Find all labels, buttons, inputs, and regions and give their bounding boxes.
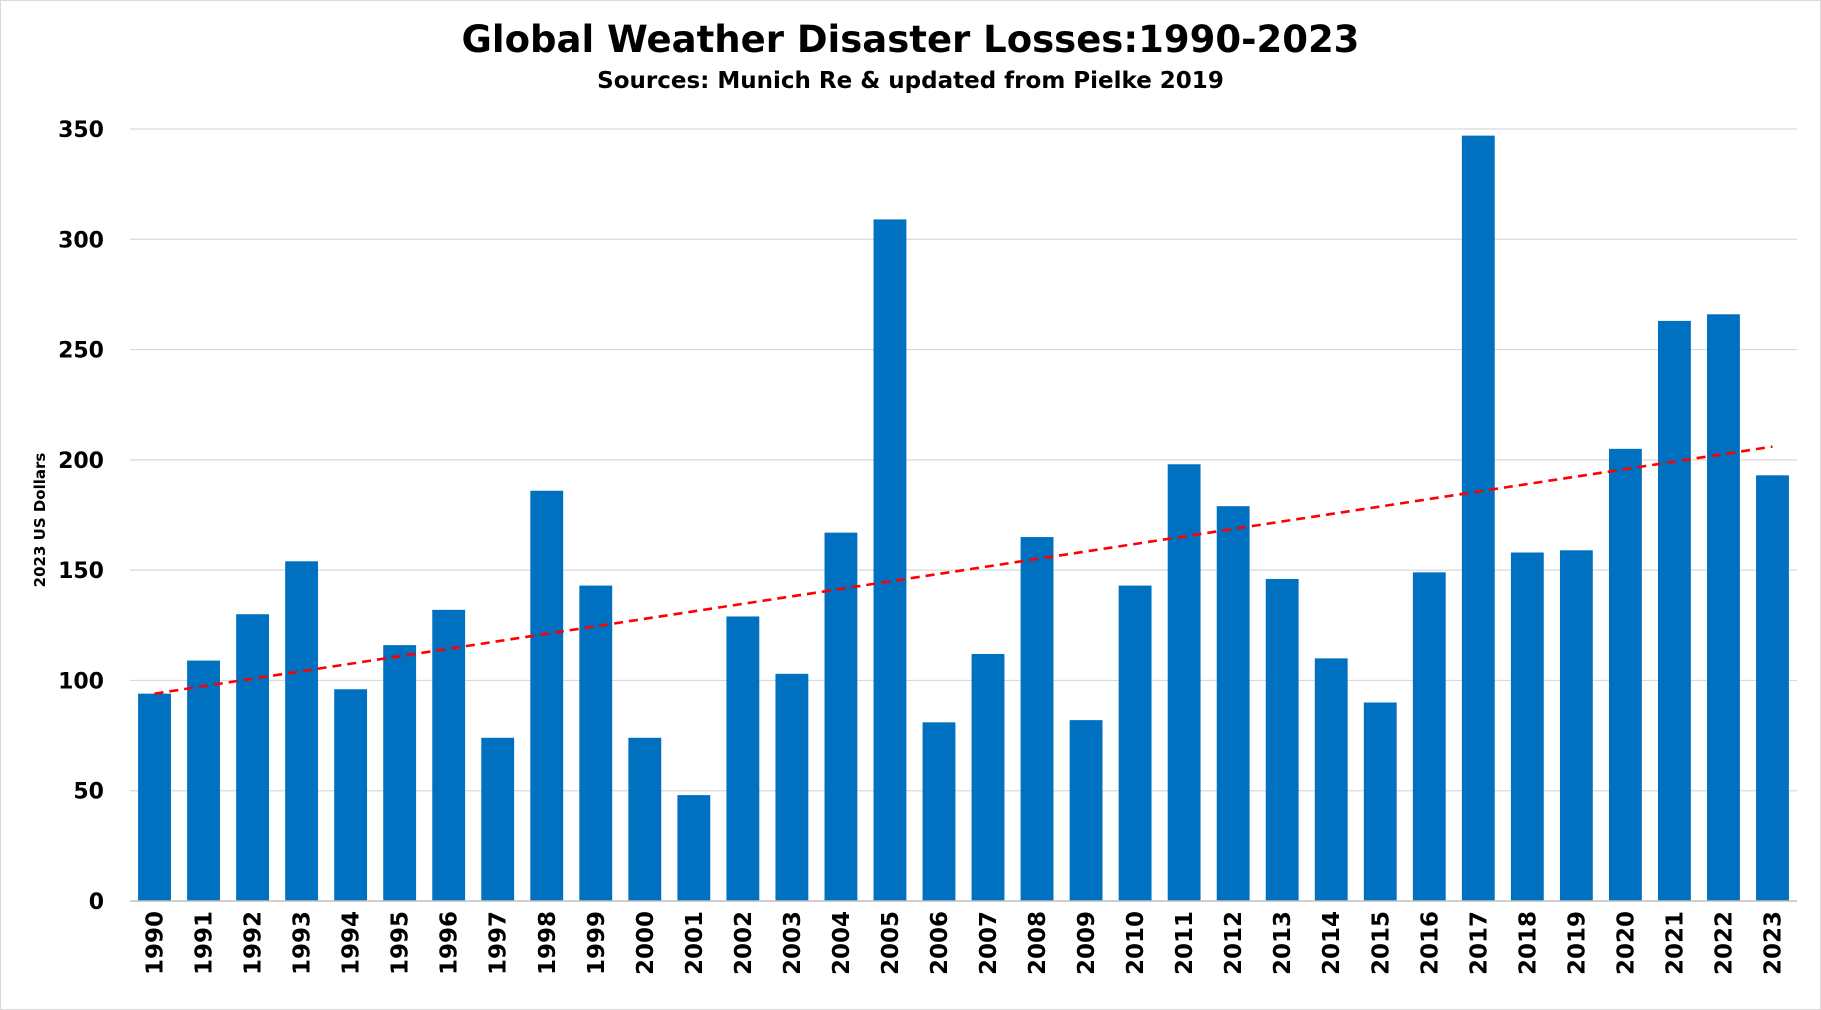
chart-subtitle: Sources: Munich Re & updated from Pielke… [597, 68, 1224, 94]
y-tick-label: 300 [58, 228, 104, 253]
x-tick-label: 1991 [192, 911, 218, 975]
x-tick-label: 1999 [584, 911, 610, 975]
bar [677, 795, 711, 901]
bar [726, 616, 760, 901]
y-tick-label: 150 [58, 559, 104, 584]
x-tick-label: 2021 [1662, 911, 1688, 975]
y-tick-label: 0 [89, 890, 104, 915]
x-tick-label: 2004 [829, 911, 855, 975]
x-tick-label: 2013 [1270, 911, 1296, 975]
bar [824, 532, 858, 901]
bar [873, 219, 907, 902]
bar [1118, 585, 1152, 901]
x-tick-label: 1995 [388, 911, 414, 975]
x-tick-label: 1990 [143, 911, 169, 975]
x-tick-label: 2015 [1368, 911, 1394, 975]
bar [1265, 578, 1299, 901]
x-tick-label: 2009 [1074, 911, 1100, 975]
bar [1412, 572, 1446, 901]
bar [187, 660, 220, 901]
y-tick-label: 250 [58, 339, 104, 364]
x-tick-label: 1992 [241, 911, 267, 975]
bar [1314, 658, 1348, 901]
x-tick-label: 2023 [1760, 911, 1786, 975]
chart-title: Global Weather Disaster Losses:1990-2023 [461, 18, 1360, 61]
bar [1216, 506, 1250, 901]
x-tick-label: 1994 [339, 911, 365, 975]
bar [1363, 702, 1397, 901]
x-tick-label: 2016 [1417, 911, 1443, 975]
bar [971, 653, 1005, 901]
bar [1461, 135, 1495, 902]
x-tick-label: 2010 [1123, 911, 1149, 975]
x-tick-label: 2007 [976, 911, 1002, 975]
bar [383, 645, 417, 901]
bar [1608, 448, 1642, 901]
x-tick-label: 2003 [780, 911, 806, 975]
x-tick-label: 2006 [927, 911, 953, 975]
x-tick-label: 1993 [290, 911, 316, 975]
x-tick-label: 2012 [1221, 911, 1247, 975]
bar [1756, 475, 1789, 901]
bar [1020, 537, 1054, 901]
bar [530, 490, 564, 901]
x-tick-label: 2011 [1172, 911, 1198, 975]
x-tick-label: 2005 [878, 911, 904, 975]
bar [236, 614, 269, 901]
bar [579, 585, 613, 901]
bar [138, 693, 171, 901]
bar [285, 561, 319, 901]
x-tick-label: 2017 [1466, 911, 1492, 975]
bar [775, 673, 809, 901]
bar [922, 722, 956, 901]
x-tick-label: 2019 [1564, 911, 1590, 975]
x-tick-label: 2022 [1711, 911, 1737, 975]
x-tick-label: 1996 [437, 911, 463, 975]
x-tick-label: 2018 [1515, 911, 1541, 975]
x-tick-label: 2000 [633, 911, 659, 975]
x-tick-label: 2020 [1613, 911, 1639, 975]
bar [1658, 320, 1691, 901]
trendline [154, 445, 1773, 695]
y-tick-label: 350 [58, 118, 104, 143]
bar [628, 737, 662, 901]
x-tick-label: 2014 [1319, 911, 1345, 975]
bar [1510, 552, 1544, 901]
x-tick-label: 2008 [1025, 911, 1051, 975]
x-tick-label: 2002 [731, 911, 757, 975]
x-tick-label: 1998 [535, 911, 561, 975]
bar [1559, 550, 1593, 901]
bar [334, 689, 368, 901]
y-tick-label: 100 [58, 669, 104, 694]
bar [1069, 720, 1103, 901]
bar [1707, 314, 1740, 901]
x-tick-label: 2001 [682, 911, 708, 975]
x-tick-label: 1997 [486, 911, 512, 975]
y-tick-label: 50 [73, 780, 104, 805]
bar [481, 737, 515, 901]
bar [432, 609, 466, 901]
bar [1167, 464, 1201, 901]
y-tick-label: 200 [58, 449, 104, 474]
